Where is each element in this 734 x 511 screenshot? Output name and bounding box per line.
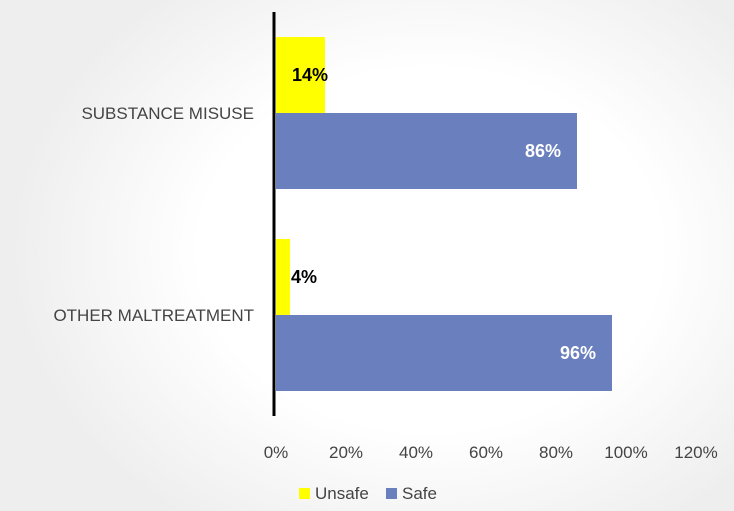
legend-swatch-unsafe [299,488,310,499]
bar-unsafe-other-maltreatment [276,239,290,315]
bar-safe-other-maltreatment [276,315,612,391]
legend: Unsafe Safe [299,484,437,503]
x-tick-label-40: 40% [399,443,433,462]
category-label-other-maltreatment: OTHER MALTREATMENT [53,306,254,325]
bar-safe-substance-misuse [276,113,577,189]
x-tick-label-20: 20% [329,443,363,462]
x-tick-label-120: 120% [674,443,717,462]
x-tick-label-100: 100% [604,443,647,462]
data-label-unsafe-other-maltreatment: 4% [291,267,317,287]
bar-unsafe-substance-misuse [276,37,325,113]
category-label-substance-misuse: SUBSTANCE MISUSE [81,104,254,123]
data-label-safe-other-maltreatment: 96% [560,343,596,363]
legend-swatch-safe [386,488,397,499]
x-tick-label-80: 80% [539,443,573,462]
x-tick-label-0: 0% [264,443,289,462]
data-label-unsafe-substance-misuse: 14% [292,65,328,85]
legend-label-safe: Safe [402,484,437,503]
data-label-safe-substance-misuse: 86% [525,141,561,161]
legend-label-unsafe: Unsafe [315,484,369,503]
x-tick-label-60: 60% [469,443,503,462]
